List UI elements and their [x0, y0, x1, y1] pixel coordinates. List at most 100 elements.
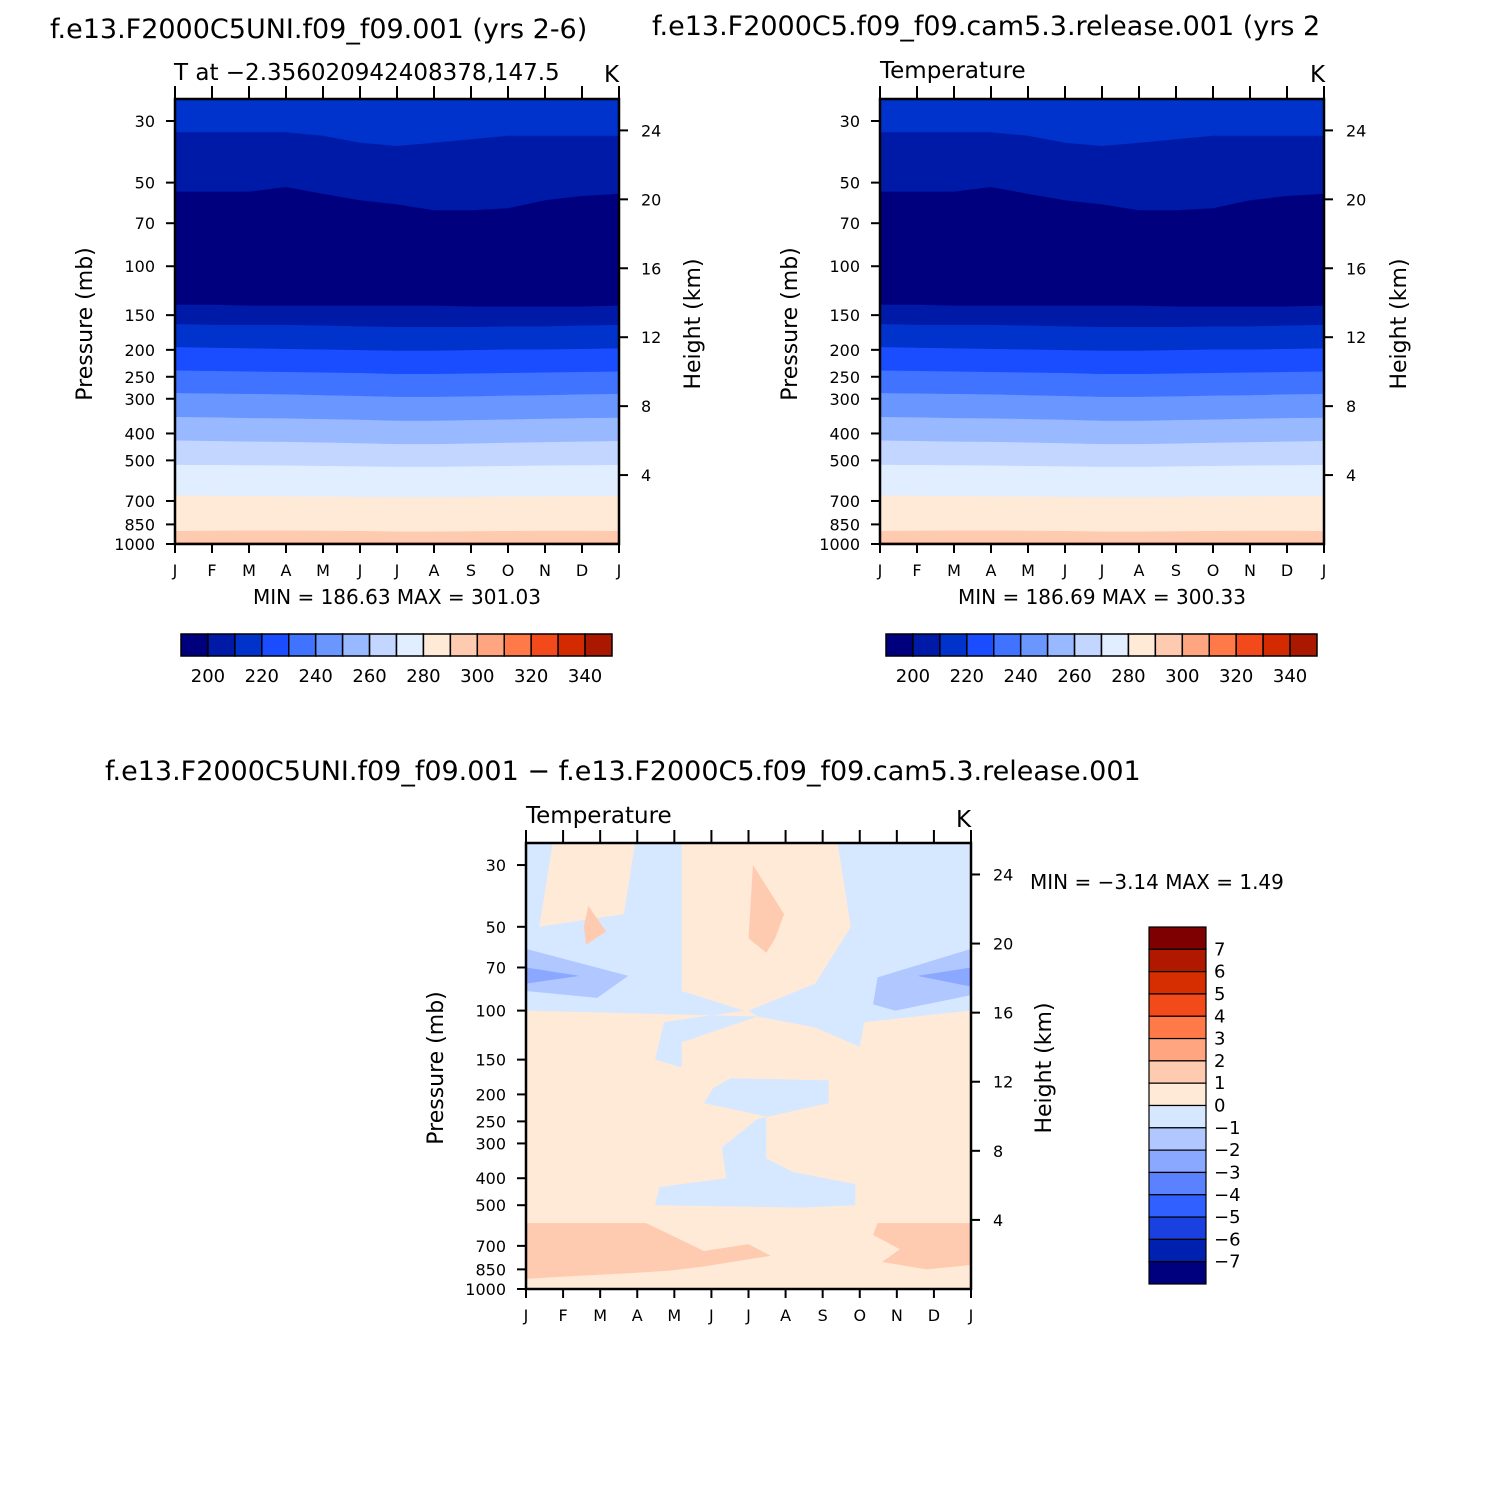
- diff-neg-strong-right: [873, 948, 971, 1011]
- y-tick-label: 850: [124, 515, 155, 534]
- y-tick-label: 400: [124, 424, 155, 443]
- colorbar-label: 5: [1214, 984, 1225, 1005]
- x-tick-label: N: [539, 561, 551, 580]
- colorbar-cell: [234, 633, 263, 657]
- y-tick-label: 30: [486, 856, 506, 875]
- panel3-axes: J F M A M J J A S O N D J 30 50 70 100 150 200 250 300 400 500…: [465, 830, 1013, 1325]
- y2-tick-label: 12: [1346, 328, 1366, 347]
- colorbar-cell: [1019, 633, 1049, 657]
- colorbar-label: 280: [1111, 666, 1145, 687]
- x-tick-label: S: [1171, 561, 1181, 580]
- colorbar-label: 340: [1273, 666, 1307, 687]
- panel2-ylabel: Pressure (mb): [778, 247, 803, 401]
- y-tick-label: 30: [840, 112, 860, 131]
- y-tick-label: 1000: [114, 535, 155, 554]
- contour-band: [879, 187, 1325, 308]
- contour-band: [174, 393, 620, 422]
- panel2-units: K: [1310, 62, 1326, 88]
- colorbar-label: −4: [1214, 1185, 1241, 1206]
- y2-tick-label: 16: [641, 259, 661, 278]
- panel3-minmax: MIN = −3.14 MAX = 1.49: [1030, 870, 1284, 894]
- colorbar-cell: [395, 633, 425, 657]
- colorbar-cell: [1148, 1194, 1207, 1218]
- y-tick-label: 150: [475, 1051, 506, 1070]
- colorbar-cell: [449, 633, 479, 657]
- y2-tick-label: 24: [993, 865, 1013, 884]
- y-tick-label: 300: [829, 390, 860, 409]
- diff-neg-strongest-right: [917, 967, 971, 987]
- diff-pos1-center: [748, 865, 785, 953]
- y2-tick-label: 12: [641, 328, 661, 347]
- colorbar-label: 220: [950, 666, 984, 687]
- y2-tick-label: 4: [993, 1211, 1003, 1230]
- x-tick-label: J: [1099, 561, 1105, 580]
- y-tick-label: 250: [475, 1112, 506, 1131]
- x-tick-label: A: [632, 1306, 643, 1325]
- y2-tick-label: 16: [993, 1004, 1013, 1023]
- colorbar-cell: [314, 633, 344, 657]
- colorbar-cell: [207, 633, 236, 657]
- diff-near-surface: [526, 1281, 971, 1289]
- x-tick-label: D: [1281, 561, 1293, 580]
- diff-neg-mid: [655, 1078, 856, 1208]
- colorbar-label: −1: [1214, 1118, 1241, 1139]
- x-tick-label: M: [316, 561, 330, 580]
- colorbar-cell: [1148, 1037, 1207, 1062]
- panel3-y2label: Height (km): [1032, 1002, 1057, 1133]
- x-tick-label: M: [667, 1306, 681, 1325]
- colorbar-cell: [912, 633, 941, 657]
- y2-tick-label: 24: [1346, 121, 1366, 140]
- colorbar-cell: [1073, 633, 1103, 657]
- x-tick-label: J: [523, 1306, 529, 1325]
- y2-tick-label: 20: [1346, 190, 1366, 209]
- panel2-y2label: Height (km): [1387, 258, 1412, 389]
- y-tick-label: 150: [829, 306, 860, 325]
- contour-band: [879, 324, 1325, 352]
- colorbar-label: 1: [1214, 1073, 1225, 1094]
- contour-band: [174, 530, 620, 543]
- y2-tick-label: 20: [641, 190, 661, 209]
- y-tick-label: 700: [124, 492, 155, 511]
- x-tick-label: J: [1321, 561, 1327, 580]
- x-tick-label: D: [576, 561, 588, 580]
- colorbar-cell: [1148, 1104, 1207, 1129]
- diff-neg-strong-left: [526, 948, 629, 998]
- panel3-units: K: [956, 807, 972, 833]
- y2-tick-label: 8: [993, 1142, 1003, 1161]
- colorbar-label: 320: [514, 666, 548, 687]
- contour-band: [879, 304, 1325, 328]
- x-tick-label: O: [502, 561, 515, 580]
- contour-band: [879, 530, 1325, 543]
- colorbar-cell: [1148, 1149, 1207, 1174]
- x-tick-label: M: [947, 561, 961, 580]
- x-tick-label: A: [1134, 561, 1145, 580]
- title-bottom: f.e13.F2000C5UNI.f09_f09.001 − f.e13.F20…: [105, 756, 1141, 787]
- x-tick-label: O: [1207, 561, 1220, 580]
- contour-band: [879, 495, 1325, 533]
- colorbar-label: −3: [1214, 1162, 1241, 1183]
- colorbar-cell: [1148, 1261, 1207, 1285]
- contour-band: [174, 417, 620, 445]
- colorbar-label: −2: [1214, 1140, 1241, 1161]
- colorbar-cell: [966, 633, 995, 657]
- contour-band: [174, 304, 620, 328]
- y-tick-label: 30: [135, 112, 155, 131]
- panel2-plot-area: [879, 98, 1325, 545]
- colorbar-cell: [368, 633, 398, 657]
- x-tick-label: J: [745, 1306, 751, 1325]
- y-tick-label: 50: [840, 174, 860, 193]
- y-tick-label: 850: [475, 1260, 506, 1279]
- colorbar-label: 300: [460, 666, 494, 687]
- colorbar-cell: [1181, 633, 1210, 657]
- panel1-units: K: [604, 62, 620, 88]
- y2-tick-label: 8: [1346, 397, 1356, 416]
- y2-tick-label: 4: [1346, 466, 1356, 485]
- panel2-axes: J F M A M J J A S O N D J 30 50 70 100 150 200 250 300 400 500…: [819, 86, 1366, 580]
- y-tick-label: 70: [840, 214, 860, 233]
- colorbar-label: 320: [1219, 666, 1253, 687]
- colorbar-label: −5: [1214, 1207, 1241, 1228]
- diff-pos1-left: [583, 905, 607, 945]
- panel3-ylabel: Pressure (mb): [424, 991, 449, 1145]
- colorbar-cell: [1148, 948, 1207, 973]
